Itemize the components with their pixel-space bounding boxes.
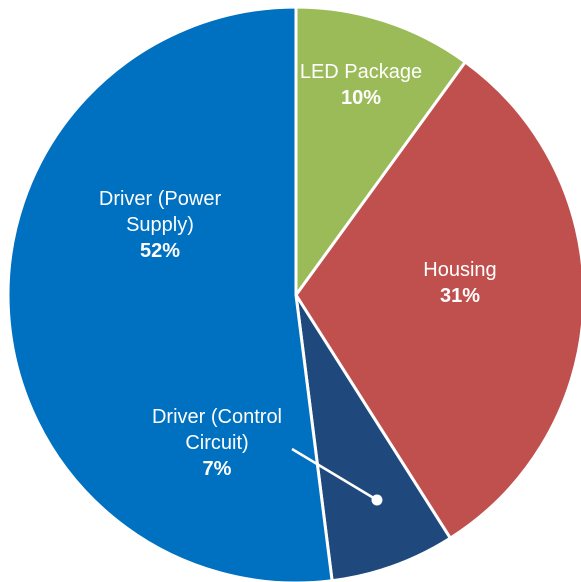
leader-dot — [371, 494, 383, 506]
leader-line — [291, 447, 378, 502]
pie-slice — [294, 294, 453, 582]
category-label: LED Package — [299, 61, 423, 83]
value-label: 52% — [139, 240, 181, 262]
category-label: Driver (Power Supply) — [98, 188, 222, 236]
slice-label: Driver (Control Circuit) 7% — [132, 404, 302, 482]
category-label: Housing — [423, 259, 497, 281]
category-label: Driver (Control Circuit) — [151, 406, 283, 454]
value-label: 7% — [202, 458, 232, 480]
pie-slice — [294, 5, 468, 300]
value-label: 10% — [340, 87, 382, 109]
slice-label: Housing 31% — [360, 257, 560, 309]
pie-slice — [6, 5, 334, 582]
slice-label: LED Package 10% — [261, 59, 461, 111]
slice-label: Driver (Power Supply) 52% — [75, 186, 245, 264]
value-label: 31% — [439, 285, 481, 307]
pie-slice — [294, 59, 581, 541]
